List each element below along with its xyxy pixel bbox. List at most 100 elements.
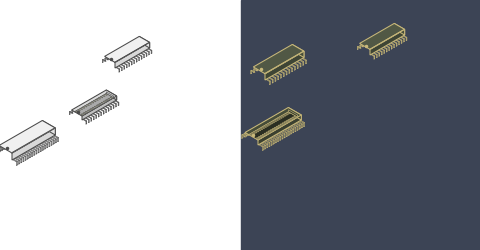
Polygon shape <box>278 113 283 116</box>
Polygon shape <box>272 117 276 120</box>
Polygon shape <box>21 159 22 163</box>
Polygon shape <box>16 161 17 166</box>
Polygon shape <box>388 47 389 50</box>
Polygon shape <box>368 30 404 50</box>
Polygon shape <box>277 133 282 136</box>
Polygon shape <box>272 79 273 83</box>
Polygon shape <box>86 104 89 106</box>
Polygon shape <box>115 42 149 68</box>
Polygon shape <box>17 137 18 141</box>
Polygon shape <box>270 59 271 62</box>
Polygon shape <box>38 149 39 153</box>
Polygon shape <box>264 62 268 65</box>
Polygon shape <box>79 106 80 109</box>
Polygon shape <box>361 44 365 46</box>
Polygon shape <box>263 122 264 126</box>
Polygon shape <box>256 138 259 140</box>
Polygon shape <box>85 111 88 113</box>
Polygon shape <box>276 118 280 120</box>
Polygon shape <box>83 112 85 114</box>
Polygon shape <box>26 132 31 135</box>
Polygon shape <box>364 42 368 44</box>
Polygon shape <box>28 130 29 135</box>
Polygon shape <box>33 128 37 131</box>
Polygon shape <box>108 105 111 107</box>
Polygon shape <box>385 49 386 52</box>
Polygon shape <box>72 110 75 112</box>
Polygon shape <box>386 29 387 32</box>
Polygon shape <box>253 68 257 71</box>
Polygon shape <box>267 119 272 122</box>
Polygon shape <box>86 101 87 104</box>
Polygon shape <box>271 121 274 123</box>
Polygon shape <box>248 112 297 140</box>
Polygon shape <box>293 63 298 66</box>
Polygon shape <box>105 58 106 61</box>
Polygon shape <box>280 74 281 78</box>
Polygon shape <box>7 143 12 146</box>
Polygon shape <box>22 134 23 138</box>
Polygon shape <box>110 106 111 110</box>
Polygon shape <box>136 59 137 62</box>
Polygon shape <box>250 129 255 132</box>
Polygon shape <box>259 124 264 127</box>
Polygon shape <box>280 115 284 117</box>
Polygon shape <box>398 42 399 45</box>
Polygon shape <box>117 51 118 54</box>
Polygon shape <box>124 46 125 50</box>
Polygon shape <box>262 134 265 136</box>
Polygon shape <box>272 117 273 121</box>
Polygon shape <box>28 150 33 153</box>
Polygon shape <box>265 120 270 124</box>
Polygon shape <box>83 119 86 121</box>
Polygon shape <box>288 70 289 73</box>
Polygon shape <box>265 120 266 125</box>
Polygon shape <box>246 132 251 135</box>
Polygon shape <box>276 114 277 118</box>
Polygon shape <box>126 64 127 68</box>
Polygon shape <box>128 60 132 62</box>
Polygon shape <box>287 119 290 121</box>
Polygon shape <box>53 140 54 144</box>
Polygon shape <box>284 51 285 54</box>
Polygon shape <box>105 94 107 96</box>
Polygon shape <box>40 148 41 152</box>
Polygon shape <box>254 127 259 130</box>
Polygon shape <box>4 144 5 148</box>
Polygon shape <box>9 142 10 146</box>
Polygon shape <box>248 130 249 135</box>
Polygon shape <box>361 44 362 47</box>
Polygon shape <box>269 118 270 122</box>
Polygon shape <box>33 128 34 132</box>
Polygon shape <box>103 101 106 102</box>
Polygon shape <box>290 130 291 134</box>
Polygon shape <box>143 51 147 54</box>
Polygon shape <box>278 54 282 56</box>
Polygon shape <box>243 133 248 136</box>
Polygon shape <box>241 134 246 137</box>
Polygon shape <box>262 146 263 150</box>
Polygon shape <box>135 56 139 58</box>
Polygon shape <box>286 132 287 137</box>
Polygon shape <box>397 38 401 40</box>
Polygon shape <box>151 50 152 53</box>
Polygon shape <box>256 67 260 70</box>
Polygon shape <box>2 146 7 148</box>
Polygon shape <box>258 144 263 147</box>
Polygon shape <box>107 56 108 60</box>
Polygon shape <box>47 144 48 148</box>
Polygon shape <box>246 132 247 136</box>
Polygon shape <box>282 69 287 72</box>
Polygon shape <box>81 114 84 116</box>
Polygon shape <box>45 140 50 143</box>
Polygon shape <box>277 125 281 127</box>
Polygon shape <box>259 65 263 68</box>
Polygon shape <box>400 40 401 43</box>
Polygon shape <box>134 41 135 44</box>
Polygon shape <box>279 136 280 140</box>
Polygon shape <box>108 98 110 100</box>
Polygon shape <box>265 132 269 134</box>
Polygon shape <box>301 124 302 128</box>
Polygon shape <box>148 48 152 51</box>
Polygon shape <box>26 132 27 136</box>
